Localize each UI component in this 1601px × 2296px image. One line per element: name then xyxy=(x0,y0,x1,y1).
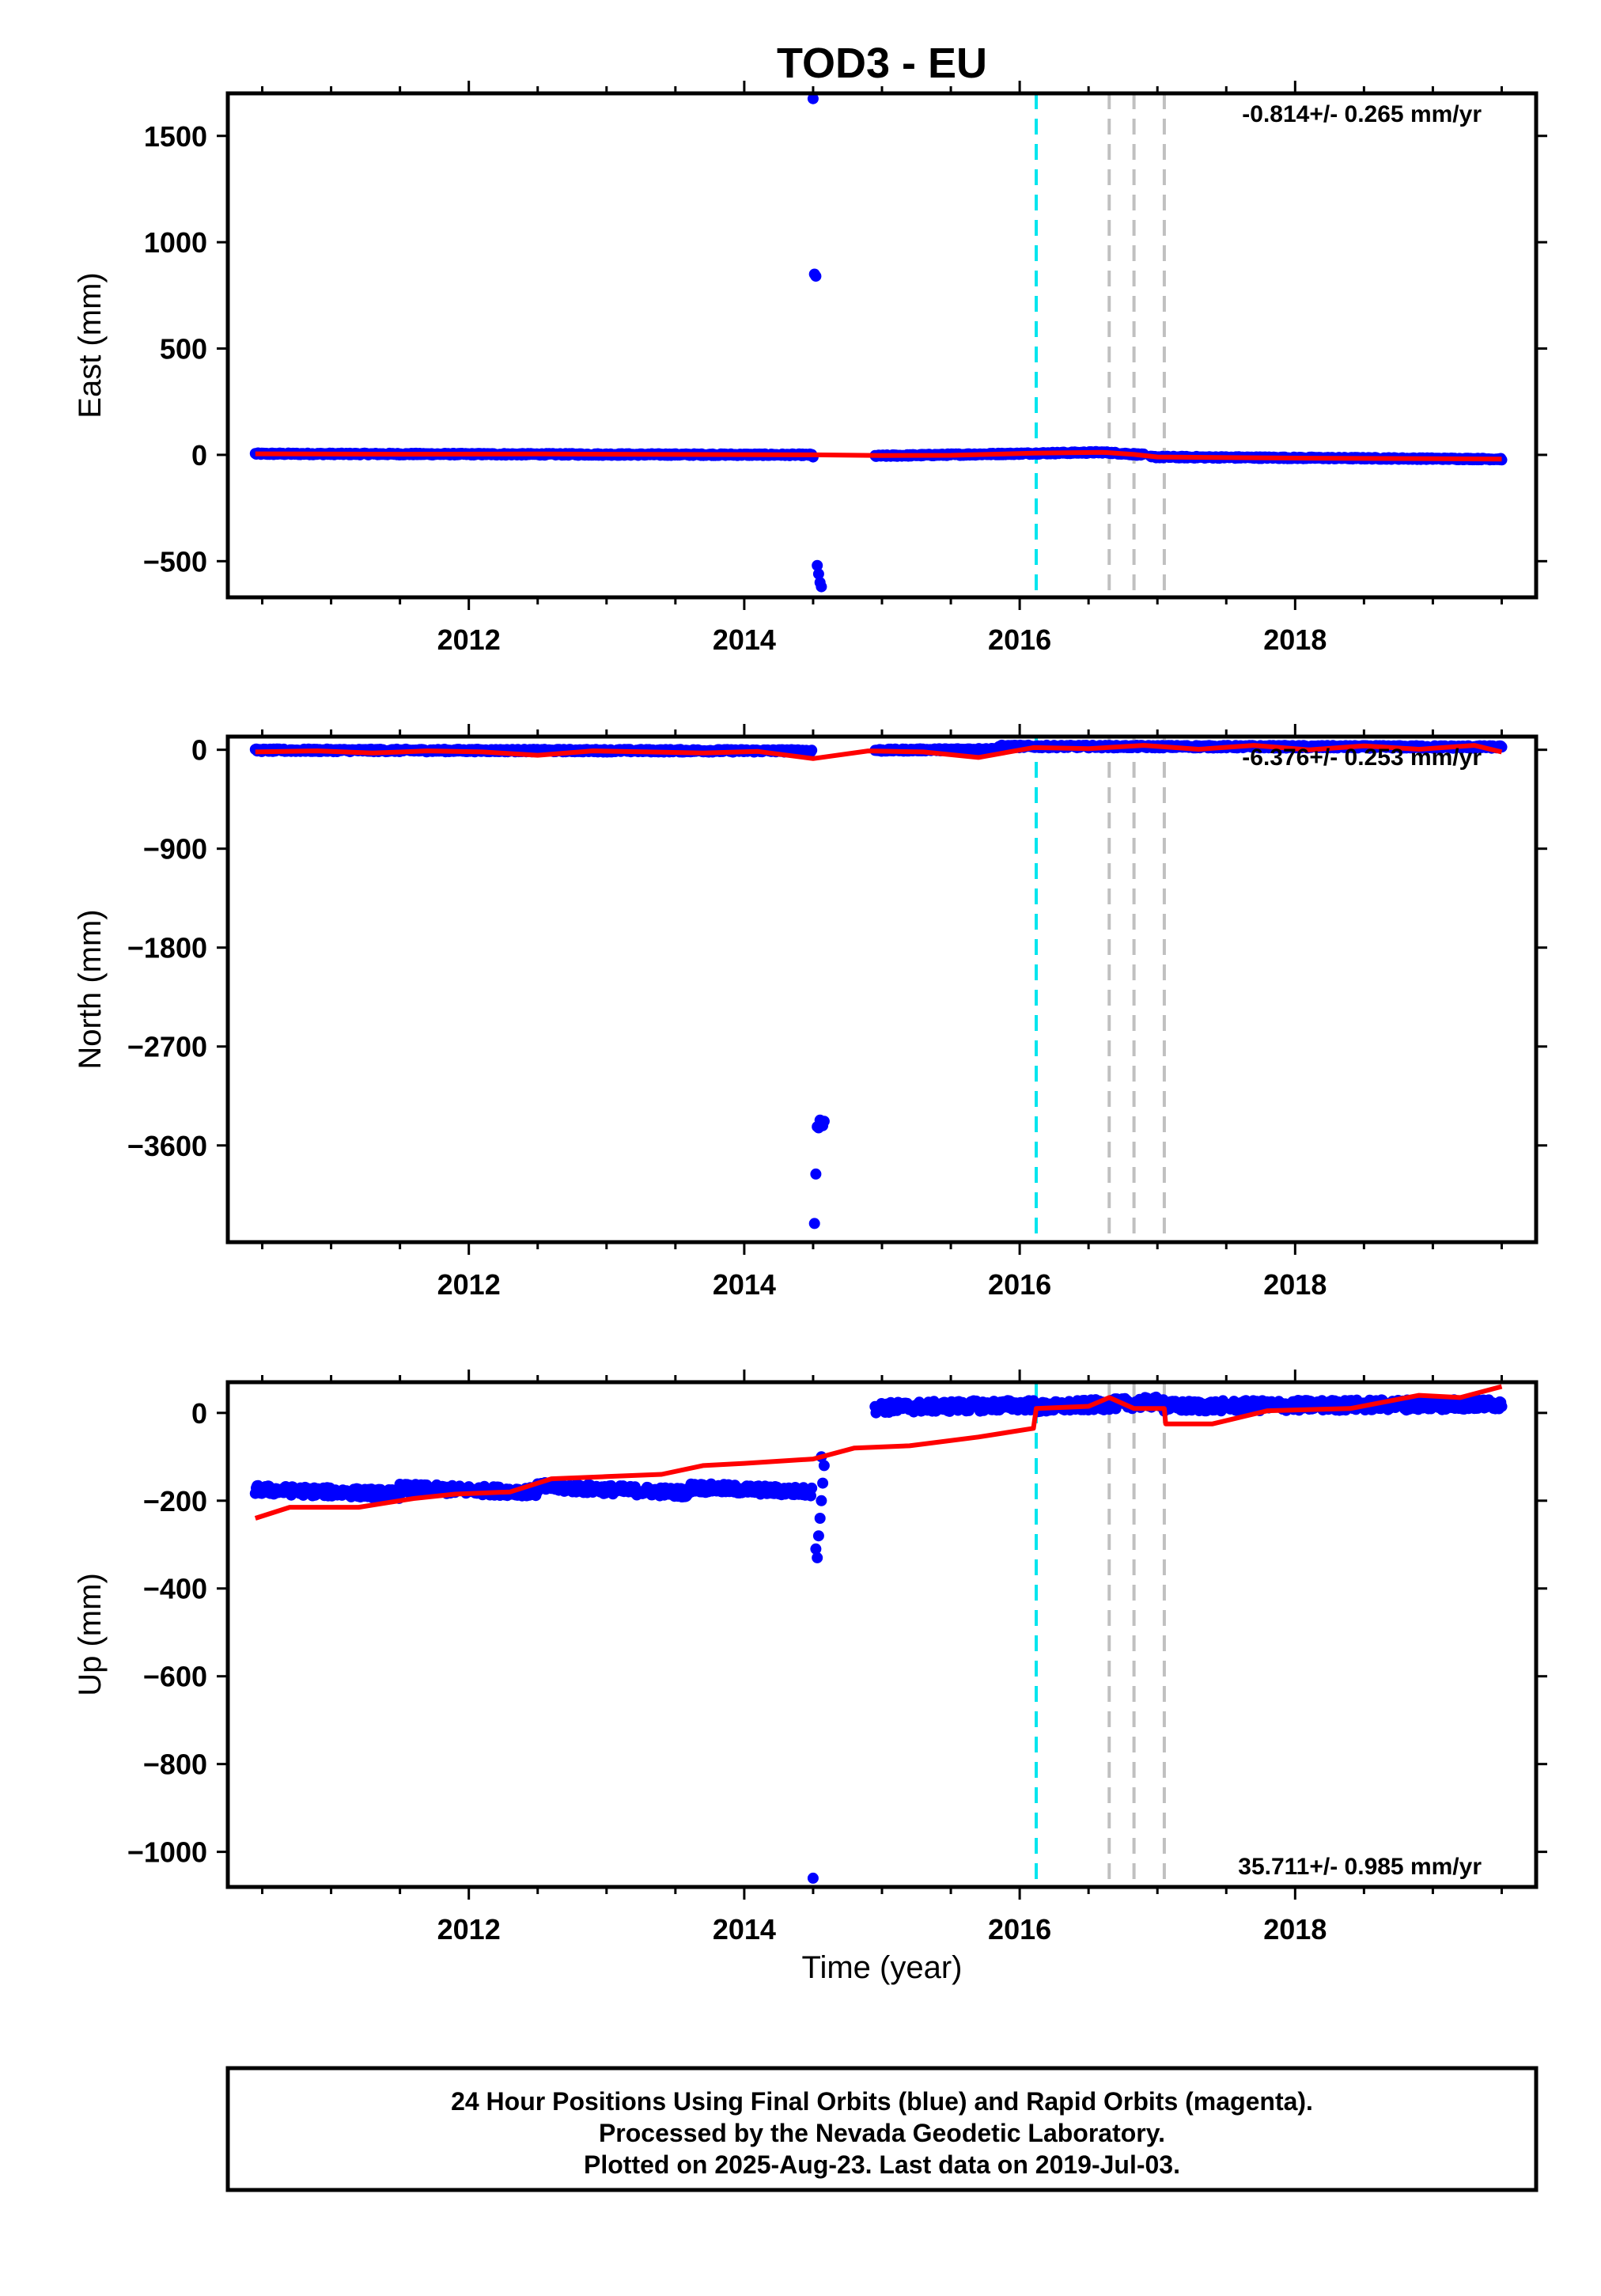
x-tick-label: 2018 xyxy=(1263,1268,1327,1301)
outlier-point xyxy=(818,1460,830,1472)
x-tick-label: 2014 xyxy=(713,1913,776,1946)
footer-line-1: 24 Hour Positions Using Final Orbits (bl… xyxy=(451,2087,1313,2116)
outlier-point xyxy=(814,1513,826,1524)
plot-area xyxy=(249,1384,1508,1884)
y-tick-label: −200 xyxy=(143,1485,207,1517)
outlier-point xyxy=(807,1872,819,1884)
outlier-point xyxy=(812,568,824,580)
x-tick-label: 2018 xyxy=(1263,623,1327,656)
chart-title: TOD3 - EU xyxy=(777,40,987,87)
x-tick-label: 2012 xyxy=(437,623,501,656)
model-fit-line xyxy=(254,1384,1503,1521)
outlier-point xyxy=(812,559,823,571)
y-axis-label: Up (mm) xyxy=(73,1573,108,1696)
outlier-point xyxy=(812,1552,823,1563)
y-axis-label: East (mm) xyxy=(73,272,108,418)
y-tick-label: −1000 xyxy=(127,1836,207,1869)
outlier-point xyxy=(810,1168,822,1180)
y-tick-label: −2700 xyxy=(127,1031,207,1063)
footer-line-3: Plotted on 2025-Aug-23. Last data on 201… xyxy=(584,2150,1180,2179)
y-tick-label: 0 xyxy=(191,1397,207,1430)
outlier-point xyxy=(817,1477,829,1489)
x-tick-label: 2012 xyxy=(437,1913,501,1946)
plot-frame xyxy=(225,1380,1539,1889)
model-fit-line xyxy=(255,743,1503,761)
velocity-rate-label: -0.814+/- 0.265 mm/yr xyxy=(1242,101,1482,127)
velocity-rate-label: -6.376+/- 0.253 mm/yr xyxy=(1242,744,1482,771)
outlier-point xyxy=(808,1218,820,1229)
outlier-point xyxy=(812,1530,824,1542)
velocity-rate-label: 35.711+/- 0.985 mm/yr xyxy=(1238,1854,1482,1880)
data-point xyxy=(1496,1400,1508,1412)
plot-frame xyxy=(225,91,1539,600)
panel-up: −1000 −800 −600 −400 −200 0 2012 2014 2016 2018 Up… xyxy=(73,1370,1547,1946)
data-point xyxy=(806,744,818,756)
y-tick-label: −3600 xyxy=(127,1130,207,1162)
y-tick-label: −600 xyxy=(143,1661,207,1693)
footer-line-2: Processed by the Nevada Geodetic Laborat… xyxy=(599,2119,1165,2147)
y-axis-label: North (mm) xyxy=(73,909,108,1069)
outlier-point xyxy=(816,1495,827,1506)
y-tick-label: −900 xyxy=(143,833,207,866)
outlier-point xyxy=(816,581,827,593)
x-axis-label: Time (year) xyxy=(802,1950,963,1985)
y-tick-label: −500 xyxy=(143,545,207,578)
x-tick-label: 2014 xyxy=(713,1268,776,1301)
panel-east: −500 0 500 1000 1500 2012 2014 2016 2018 East (mm… xyxy=(73,81,1547,656)
x-tick-label: 2016 xyxy=(988,1268,1051,1301)
x-tick-label: 2014 xyxy=(713,623,776,656)
y-tick-label: 0 xyxy=(191,734,207,767)
footer-box: 24 Hour Positions Using Final Orbits (bl… xyxy=(225,2066,1539,2192)
y-tick-label: −1800 xyxy=(127,932,207,964)
outlier-point xyxy=(812,1122,824,1134)
outlier-point xyxy=(807,93,819,104)
x-tick-label: 2012 xyxy=(437,1268,501,1301)
y-tick-label: 1000 xyxy=(144,226,207,259)
y-tick-label: 0 xyxy=(191,439,207,472)
panel-north: −3600 −2700 −1800 −900 0 2012 2014 2016 2018 Nort… xyxy=(73,724,1547,1301)
plot-area xyxy=(249,93,1508,593)
plot-frame xyxy=(225,734,1539,1245)
x-tick-label: 2016 xyxy=(988,1913,1051,1946)
y-tick-label: 500 xyxy=(160,333,207,366)
x-tick-label: 2016 xyxy=(988,623,1051,656)
y-tick-label: 1500 xyxy=(144,120,207,153)
plot-area xyxy=(249,739,1508,1229)
outlier-point xyxy=(810,271,822,282)
data-point xyxy=(806,1482,818,1494)
y-tick-label: −800 xyxy=(143,1749,207,1781)
outlier-point xyxy=(810,1543,822,1555)
model-fit-line xyxy=(255,449,1502,462)
x-tick-label: 2018 xyxy=(1263,1913,1327,1946)
y-tick-label: −400 xyxy=(143,1573,207,1605)
